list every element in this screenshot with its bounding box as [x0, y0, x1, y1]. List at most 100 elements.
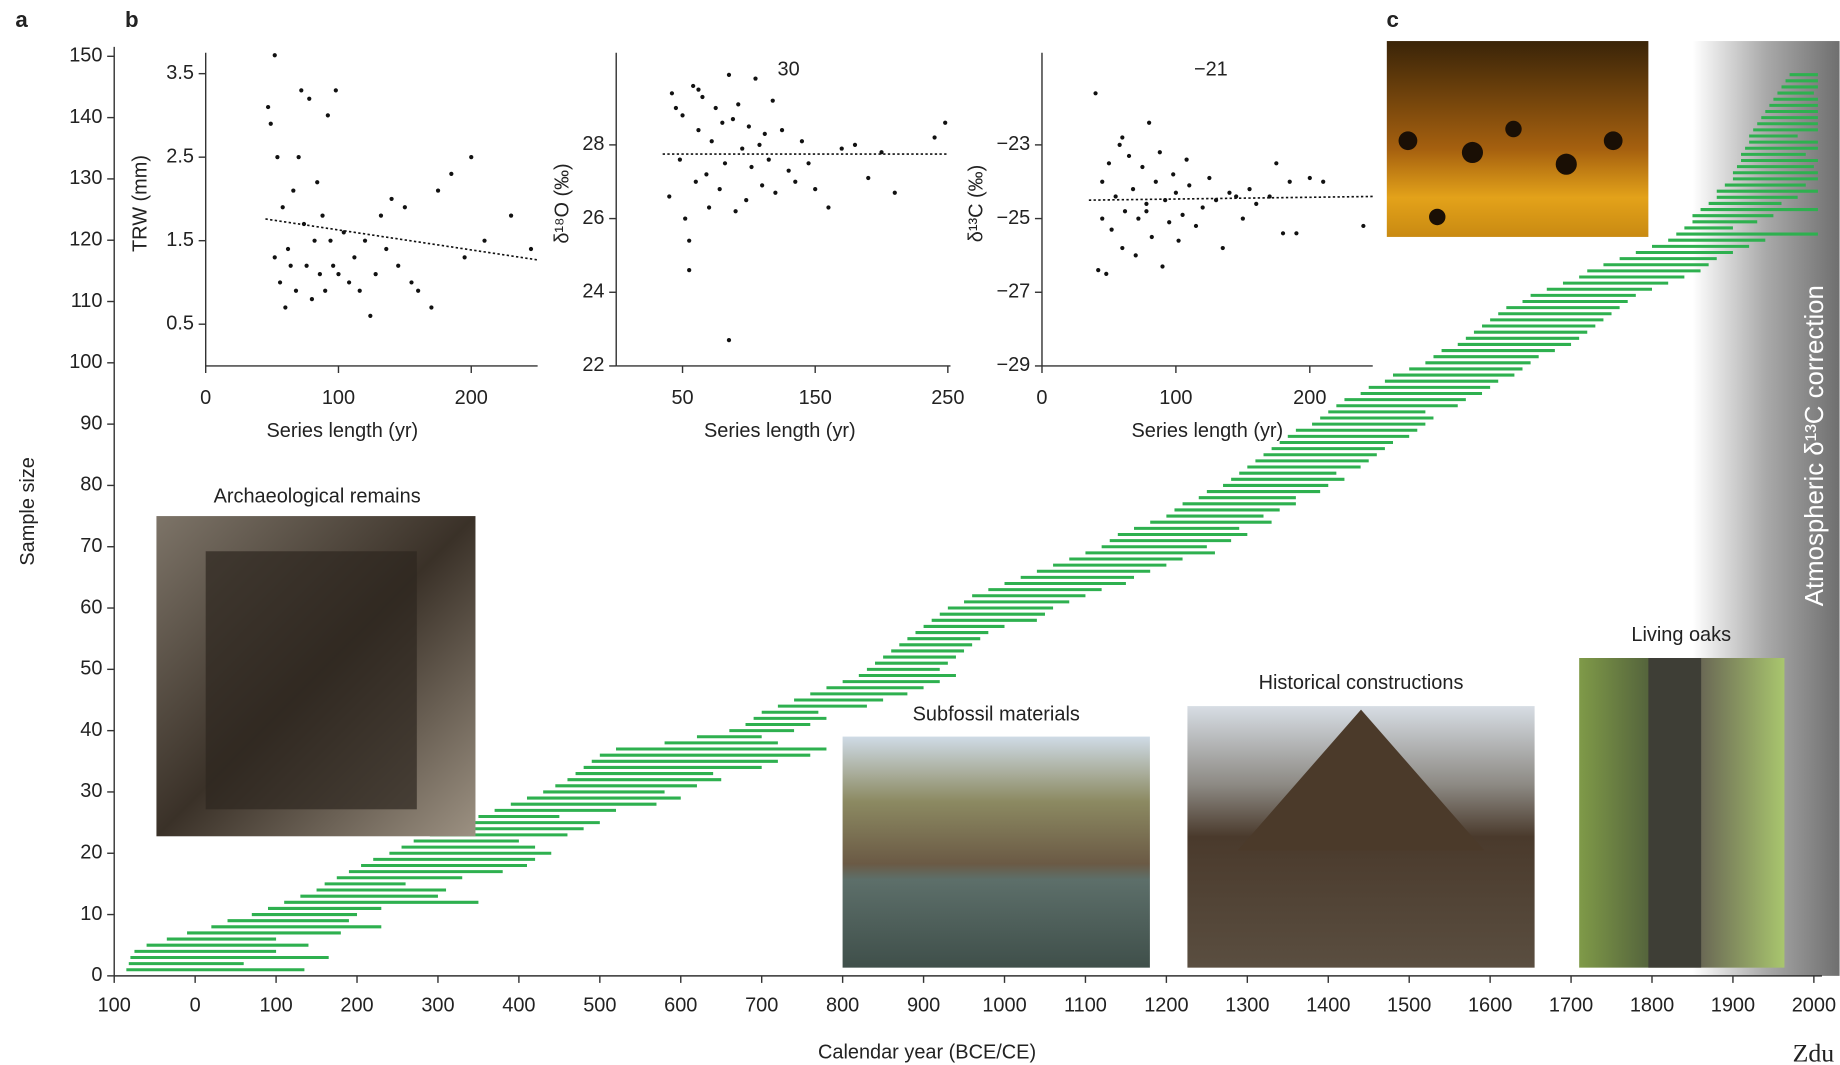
annotation: 30 [778, 59, 800, 81]
point [1160, 264, 1165, 269]
y-tick-label: 3.5 [166, 62, 194, 84]
point [469, 155, 474, 160]
point [726, 338, 732, 343]
x-tick-label: 50 [671, 387, 693, 409]
point [296, 155, 301, 160]
overlays: a b c Archaeological remains Subfossil mater… [15, 7, 1834, 1065]
x-tick-label: 1800 [1630, 995, 1674, 1017]
point [384, 246, 389, 252]
point [806, 161, 811, 166]
point [1187, 183, 1192, 188]
y-tick-label: −27 [996, 281, 1030, 303]
point [687, 238, 692, 243]
point [1184, 157, 1189, 162]
point [1220, 245, 1225, 251]
point [275, 155, 280, 160]
photo-caption: Historical constructions [1259, 672, 1464, 694]
x-tick-label: 100 [98, 995, 131, 1017]
x-tick-label: 1400 [1306, 995, 1350, 1017]
point [1104, 271, 1109, 276]
point [320, 213, 325, 218]
point [722, 161, 728, 166]
photo-detail [1505, 120, 1522, 138]
point [1126, 153, 1132, 159]
x-tick-label: 800 [826, 995, 859, 1017]
x-tick-label: 1300 [1225, 995, 1269, 1017]
annotation: −21 [1194, 59, 1228, 81]
point [312, 238, 317, 243]
photo-caption: Living oaks [1631, 624, 1731, 646]
point [932, 135, 937, 140]
point [331, 263, 336, 268]
x-tick-label: 600 [664, 995, 697, 1017]
point [317, 271, 322, 277]
point [429, 305, 434, 310]
x-tick-label: 0 [190, 995, 201, 1017]
point [288, 263, 293, 268]
point [943, 120, 948, 125]
point [389, 196, 394, 202]
point [1280, 231, 1286, 236]
point [693, 179, 698, 184]
photo-detail [1237, 709, 1485, 851]
point [1307, 175, 1312, 181]
point [760, 183, 765, 188]
point [669, 91, 675, 96]
point [746, 124, 751, 129]
point [462, 255, 467, 260]
y-tick-label: 80 [80, 474, 102, 496]
point [1173, 190, 1179, 195]
x-tick-label: 100 [322, 387, 355, 409]
point [726, 72, 732, 77]
photo-subfossil [842, 736, 1150, 968]
point [773, 190, 778, 195]
y-tick-label: 50 [80, 658, 102, 680]
point [368, 313, 373, 318]
point [1180, 212, 1185, 218]
y-tick-label: −29 [996, 354, 1030, 376]
corner-text: Zdu [1793, 1039, 1835, 1065]
point [1109, 227, 1114, 232]
point [1157, 150, 1162, 155]
panel-label: c [1386, 7, 1398, 32]
x-tick-label: 2000 [1792, 995, 1836, 1017]
point [508, 213, 514, 218]
point [346, 280, 352, 285]
y-tick-label: −23 [996, 133, 1030, 155]
point [435, 188, 441, 193]
point [1093, 91, 1098, 96]
point [892, 190, 897, 195]
y-tick-label: 2.5 [166, 145, 194, 167]
trend-line [265, 218, 538, 261]
point [1287, 179, 1292, 184]
x-tick-label: 1100 [1064, 995, 1107, 1017]
point [736, 102, 741, 107]
x-tick-label: 500 [583, 995, 616, 1017]
point [757, 142, 762, 147]
point [786, 168, 791, 173]
point [740, 146, 745, 151]
point [1144, 201, 1149, 206]
photo-detail [1461, 141, 1483, 164]
y-tick-label: 28 [582, 133, 604, 155]
y-tick-label: 26 [582, 207, 604, 229]
point [839, 146, 844, 151]
point [717, 186, 722, 192]
x-tick-label: 200 [1293, 387, 1326, 409]
point [826, 205, 831, 210]
point [328, 238, 333, 243]
x-tick-label: 0 [200, 387, 211, 409]
point [1149, 234, 1154, 240]
point [1294, 231, 1299, 236]
point [449, 171, 454, 176]
photo-detail [1603, 131, 1623, 151]
panel-label: a [15, 7, 28, 32]
point [396, 263, 401, 268]
y-tick-label: 100 [69, 351, 102, 373]
point [1167, 220, 1172, 225]
point [749, 164, 754, 170]
y-tick-label: 140 [69, 106, 102, 128]
x-tick-label: 200 [455, 387, 488, 409]
point [1361, 223, 1366, 229]
